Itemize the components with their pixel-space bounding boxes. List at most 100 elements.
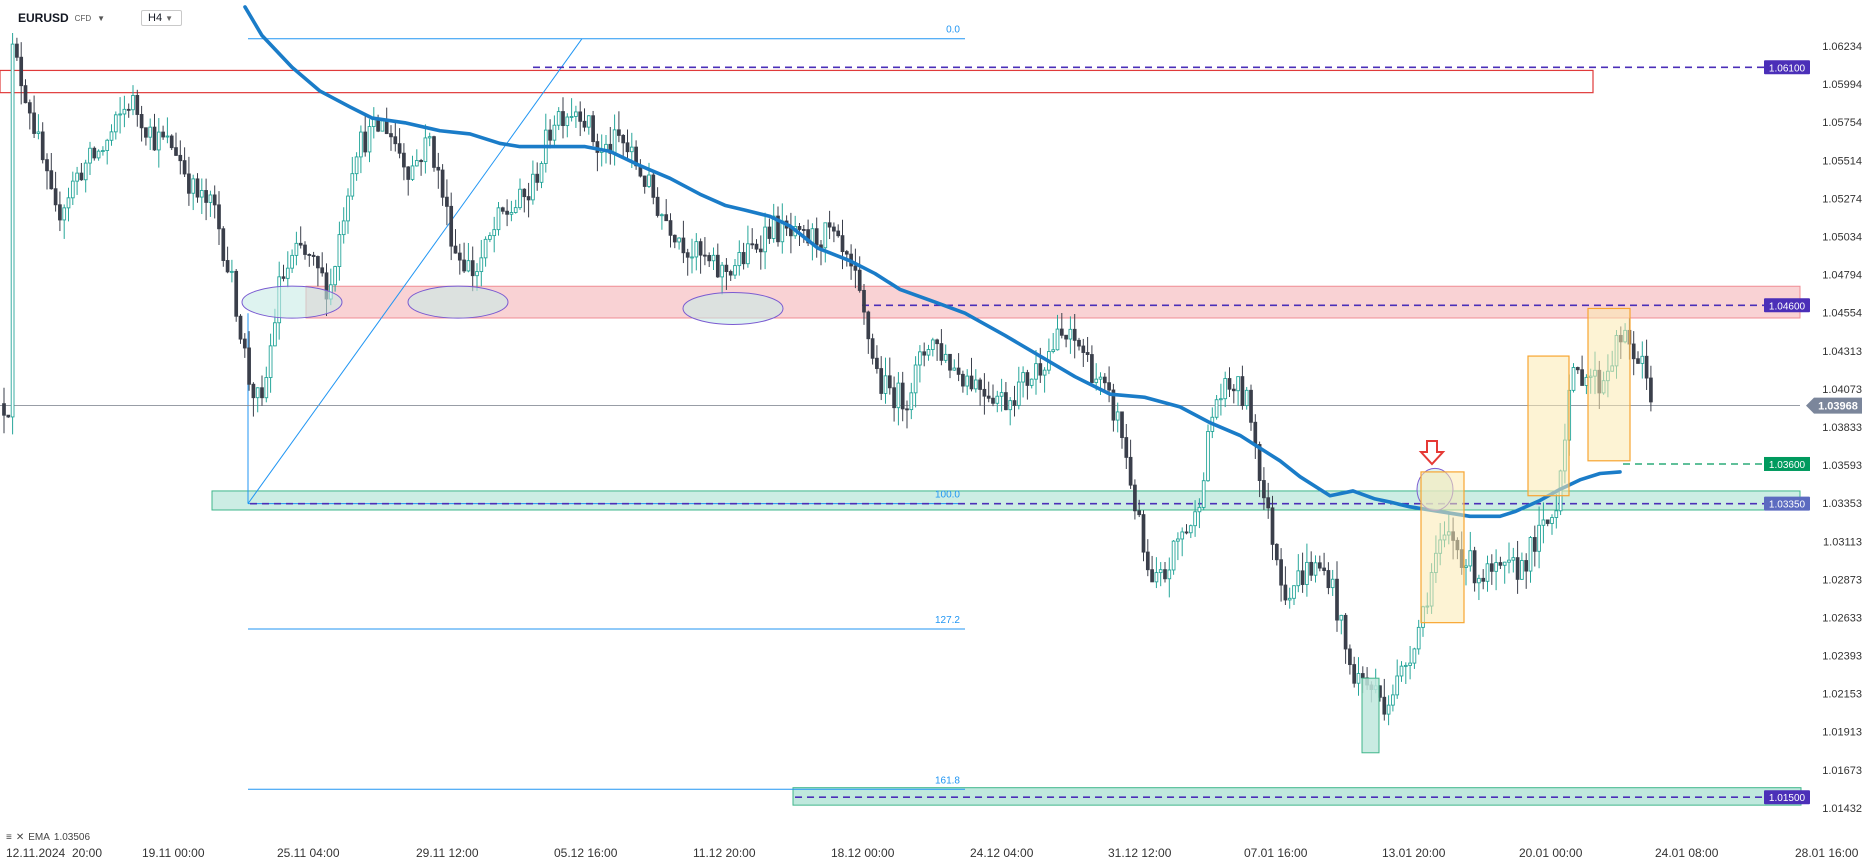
candle — [574, 105, 578, 128]
candle — [1528, 536, 1533, 583]
candle — [1193, 500, 1197, 537]
candle — [707, 252, 712, 267]
candle — [1068, 316, 1073, 354]
candle — [999, 378, 1004, 412]
candle — [148, 118, 153, 151]
candle — [238, 314, 243, 344]
candle — [625, 129, 630, 160]
candle — [1137, 499, 1142, 518]
candle — [664, 199, 669, 222]
candle — [126, 103, 131, 118]
highlight-box — [1587, 307, 1631, 462]
candle — [913, 356, 918, 408]
candle — [1240, 365, 1245, 410]
candle — [1154, 557, 1159, 589]
candle — [561, 97, 565, 139]
candle — [414, 149, 419, 167]
candle — [303, 241, 307, 260]
candle — [6, 414, 11, 418]
candle — [552, 115, 557, 146]
candle — [1059, 313, 1064, 339]
candle — [1537, 506, 1541, 569]
candle — [1502, 561, 1507, 584]
candle — [1343, 613, 1348, 664]
candle — [1330, 569, 1335, 596]
ema-line[interactable] — [243, 5, 1622, 519]
candle — [402, 143, 406, 181]
candle — [814, 217, 819, 258]
candle — [1270, 495, 1275, 561]
candle — [531, 160, 535, 205]
candle — [66, 187, 71, 222]
candle — [45, 153, 49, 190]
candle — [840, 219, 845, 270]
candle — [1236, 376, 1240, 406]
candle — [49, 153, 54, 190]
candle — [612, 114, 617, 166]
indicator-legend: ≡ ✕ EMA 1.03506 — [6, 832, 90, 843]
chevron-down-icon[interactable]: ▼ — [97, 13, 106, 23]
candle — [1292, 585, 1296, 606]
candle — [857, 256, 862, 293]
candle — [1644, 339, 1649, 390]
candle — [1541, 502, 1546, 544]
fib-label: 100.0 — [935, 490, 960, 501]
timeframe-value: H4 — [148, 12, 163, 24]
candle — [470, 246, 475, 292]
candle — [909, 382, 914, 420]
candle — [715, 243, 720, 278]
candle — [513, 199, 518, 214]
candle — [1335, 561, 1339, 632]
candle — [419, 158, 423, 176]
candle — [930, 337, 935, 357]
candle — [1532, 525, 1537, 567]
current-price-label: 1.03968 — [1818, 401, 1858, 413]
candle — [518, 178, 522, 210]
candle — [677, 237, 681, 250]
candle — [1283, 566, 1288, 606]
candle — [445, 179, 449, 226]
candle — [698, 238, 703, 274]
candle — [1322, 552, 1326, 576]
y-tick-label: 1.05034 — [1822, 231, 1862, 243]
candle — [1339, 614, 1344, 635]
timeframe-select[interactable]: H4 ▼ — [141, 10, 183, 26]
candle — [1090, 345, 1094, 384]
candle — [991, 384, 995, 407]
candle — [1274, 543, 1279, 566]
y-tick-label: 1.05994 — [1822, 79, 1862, 91]
candle — [1352, 656, 1357, 688]
level-tag — [1764, 60, 1810, 75]
candle — [1498, 556, 1503, 569]
close-icon[interactable]: ✕ — [15, 832, 25, 843]
candle — [926, 344, 931, 361]
candle — [1511, 547, 1516, 573]
candle — [608, 126, 613, 165]
candle — [1416, 619, 1421, 655]
candle — [397, 128, 402, 159]
candle — [212, 185, 217, 219]
candle — [638, 159, 643, 178]
target-level-label: 1.03600 — [1769, 460, 1806, 471]
y-tick-label: 1.03833 — [1822, 422, 1862, 434]
candle — [1206, 424, 1210, 482]
menu-icon[interactable]: ≡ — [6, 832, 12, 843]
candle — [1472, 546, 1477, 592]
candle — [101, 146, 105, 156]
candle — [1253, 414, 1258, 459]
candle — [2, 387, 6, 434]
candle — [27, 99, 32, 130]
candle — [1227, 367, 1232, 398]
candle — [62, 204, 67, 239]
candle — [1395, 659, 1400, 699]
candle — [152, 113, 157, 151]
candle — [23, 79, 28, 104]
symbol-label[interactable]: EURUSD — [18, 11, 69, 25]
candle — [1171, 539, 1176, 575]
candle — [1102, 373, 1107, 392]
candle — [746, 225, 750, 268]
candle — [1403, 662, 1408, 684]
candle — [70, 171, 75, 206]
candle — [436, 152, 441, 189]
